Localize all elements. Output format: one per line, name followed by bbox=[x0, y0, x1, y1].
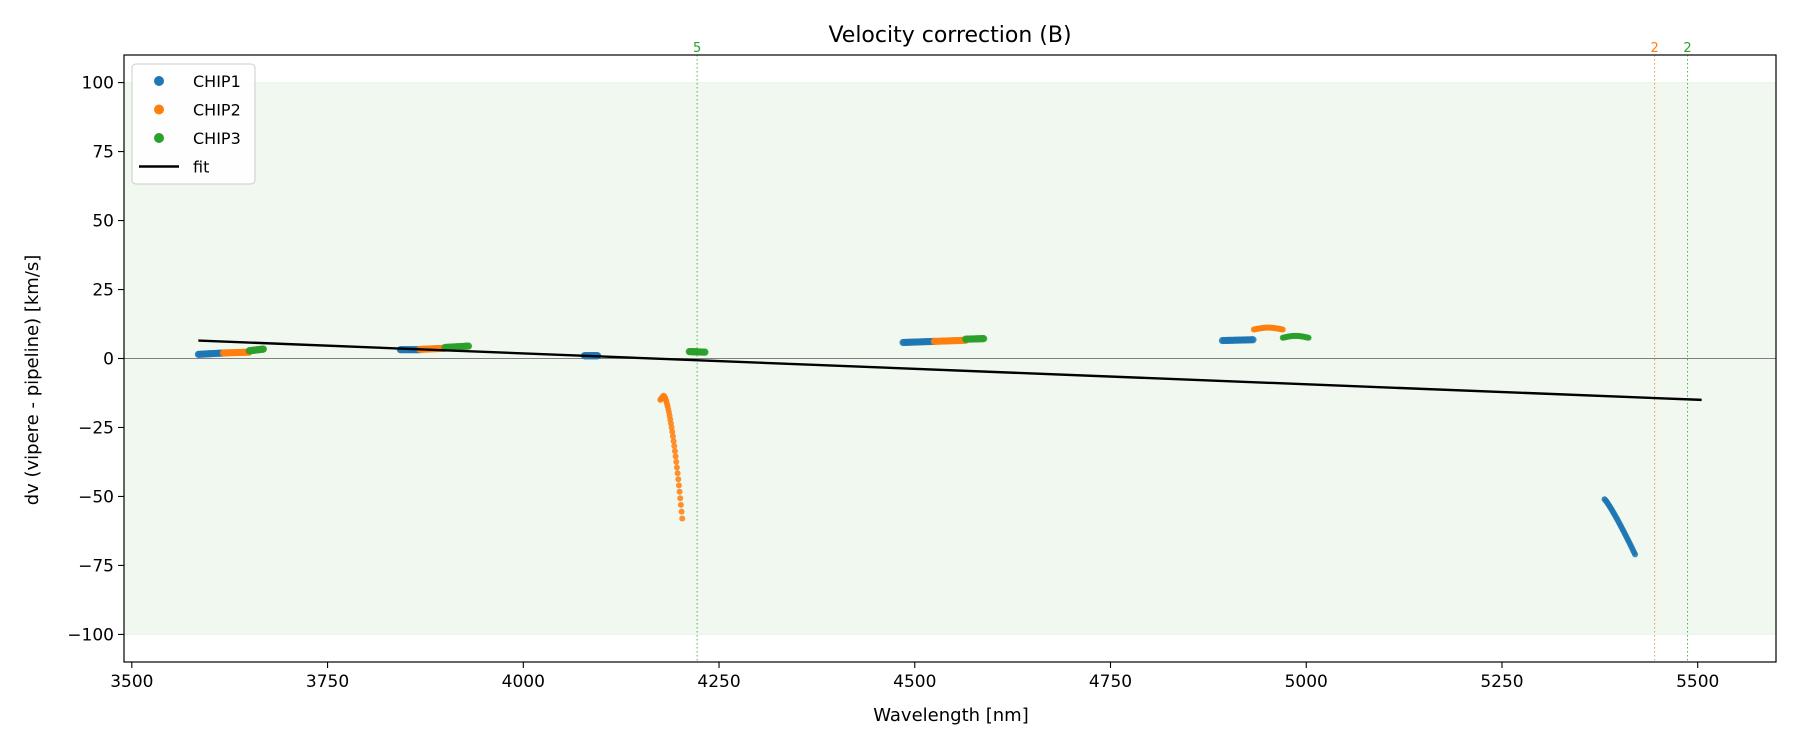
data-point bbox=[677, 501, 684, 508]
x-tick-label: 4250 bbox=[697, 672, 740, 692]
y-axis-label: dv (vipere - pipeline) [km/s] bbox=[22, 255, 43, 506]
data-point bbox=[674, 470, 681, 477]
data-point bbox=[1305, 334, 1312, 341]
data-point bbox=[701, 348, 709, 356]
chart-title: Velocity correction (B) bbox=[828, 23, 1071, 48]
x-tick-label: 4750 bbox=[1089, 672, 1132, 692]
x-tick-label: 5250 bbox=[1480, 672, 1523, 692]
outlier-marker-label: 2 bbox=[1651, 41, 1659, 56]
legend: CHIP1 CHIP2 CHIP3 fit bbox=[131, 63, 256, 185]
y-tick-label: −25 bbox=[78, 418, 114, 438]
x-tick-label: 3750 bbox=[306, 672, 349, 692]
data-point bbox=[675, 482, 682, 489]
data-point bbox=[669, 433, 676, 440]
data-point bbox=[679, 515, 686, 522]
y-tick-label: 100 bbox=[82, 74, 114, 94]
x-tick-label: 4000 bbox=[502, 672, 545, 692]
data-point bbox=[670, 438, 677, 445]
data-point bbox=[1632, 551, 1639, 558]
legend-label-chip2: CHIP2 bbox=[193, 101, 241, 120]
x-tick-label: 5000 bbox=[1285, 672, 1328, 692]
x-tick-label: 3500 bbox=[110, 672, 153, 692]
data-point bbox=[1279, 326, 1286, 333]
plot-area: 5 2 2 3500 3750 4000 4250 4500 4750 5000 5250 5500 −… bbox=[67, 41, 1777, 692]
legend-marker-chip2 bbox=[154, 104, 164, 115]
y-tick-label: 0 bbox=[103, 350, 114, 370]
legend-marker-chip3 bbox=[154, 133, 164, 143]
y-tick-label: −50 bbox=[78, 487, 114, 507]
data-point bbox=[675, 476, 682, 483]
data-point bbox=[678, 508, 685, 515]
data-point bbox=[669, 428, 676, 435]
data-point bbox=[980, 335, 988, 343]
outlier-marker-label: 5 bbox=[693, 41, 701, 56]
y-tick-label: 25 bbox=[92, 281, 114, 301]
data-point bbox=[671, 443, 678, 450]
data-point bbox=[1249, 336, 1257, 344]
legend-marker-chip1 bbox=[154, 76, 164, 86]
y-tick-label: 50 bbox=[92, 212, 114, 232]
legend-label-fit: fit bbox=[193, 158, 209, 177]
fit-line bbox=[198, 339, 1702, 402]
y-tick-label: −75 bbox=[78, 556, 114, 576]
x-axis-label: Wavelength [nm] bbox=[873, 705, 1029, 726]
series-chip3 bbox=[245, 332, 1312, 356]
data-point bbox=[259, 345, 267, 353]
x-tick-label: 5500 bbox=[1676, 672, 1719, 692]
data-layer bbox=[194, 324, 1702, 558]
data-point bbox=[671, 448, 678, 455]
data-point bbox=[673, 458, 680, 465]
data-point bbox=[676, 488, 683, 495]
y-tick-label: 75 bbox=[92, 143, 114, 163]
legend-box bbox=[131, 63, 256, 185]
data-point bbox=[677, 495, 684, 502]
legend-label-chip3: CHIP3 bbox=[193, 129, 241, 148]
legend-label-chip1: CHIP1 bbox=[193, 72, 241, 91]
x-tick-label: 4500 bbox=[893, 672, 936, 692]
data-point bbox=[464, 342, 473, 350]
y-tick-label: −100 bbox=[67, 625, 114, 645]
data-point bbox=[673, 464, 680, 471]
data-point bbox=[672, 453, 679, 460]
outlier-marker-label: 2 bbox=[1683, 41, 1691, 56]
